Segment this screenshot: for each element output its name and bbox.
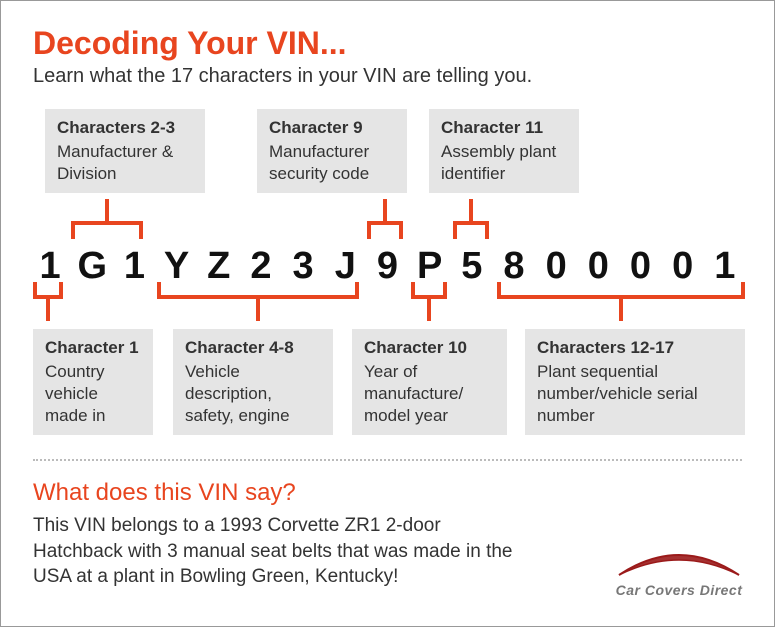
info-box-desc: Plant sequential number/vehicle serial n…: [537, 361, 733, 427]
vin-char-5: Z: [198, 245, 240, 288]
info-box-desc: Manufacturer security code: [269, 141, 395, 185]
info-box-title: Character 4-8: [185, 337, 321, 359]
info-box-desc: Year of manufacture/ model year: [364, 361, 495, 427]
info-box: Character 1Country vehicle made in: [33, 329, 153, 435]
page-subtitle: Learn what the 17 characters in your VIN…: [33, 65, 532, 88]
vin-char-10: P: [409, 245, 451, 288]
vin-char-17: 1: [704, 245, 746, 288]
vin-char-15: 0: [619, 245, 661, 288]
vin-char-8: J: [324, 245, 366, 288]
info-box-title: Character 11: [441, 117, 567, 139]
vin-char-6: 2: [240, 245, 282, 288]
page-title: Decoding Your VIN...: [33, 25, 347, 62]
info-box-title: Character 9: [269, 117, 395, 139]
info-box-desc: Assembly plant identifier: [441, 141, 567, 185]
vin-char-13: 0: [535, 245, 577, 288]
vin-char-7: 3: [282, 245, 324, 288]
info-box-title: Characters 2-3: [57, 117, 193, 139]
info-box-desc: Manufacturer & Division: [57, 141, 193, 185]
info-box: Character 11Assembly plant identifier: [429, 109, 579, 193]
logo-arc-icon: [614, 547, 744, 577]
info-box-title: Character 10: [364, 337, 495, 359]
info-box-desc: Country vehicle made in: [45, 361, 141, 427]
info-box: Character 4-8Vehicle description, safety…: [173, 329, 333, 435]
vin-char-3: 1: [113, 245, 155, 288]
vin-char-16: 0: [662, 245, 704, 288]
question-heading: What does this VIN say?: [33, 479, 296, 507]
info-box-desc: Vehicle description, safety, engine: [185, 361, 321, 427]
info-box: Characters 12-17Plant sequential number/…: [525, 329, 745, 435]
vin-char-1: 1: [29, 245, 71, 288]
divider: [33, 459, 742, 461]
vin-char-4: Y: [156, 245, 198, 288]
logo-text: Car Covers Direct: [614, 582, 744, 598]
vin-char-14: 0: [577, 245, 619, 288]
info-box: Character 9Manufacturer security code: [257, 109, 407, 193]
vin-char-9: 9: [366, 245, 408, 288]
brand-logo: Car Covers Direct: [614, 547, 744, 598]
info-box: Character 10Year of manufacture/ model y…: [352, 329, 507, 435]
info-box-title: Character 1: [45, 337, 141, 359]
vin-char-11: 5: [451, 245, 493, 288]
vin-char-2: G: [71, 245, 113, 288]
info-box-title: Characters 12-17: [537, 337, 733, 359]
info-box: Characters 2-3Manufacturer & Division: [45, 109, 205, 193]
vin-characters-row: 1G1YZ23J9P5800001: [29, 245, 746, 288]
answer-text: This VIN belongs to a 1993 Corvette ZR1 …: [33, 513, 523, 590]
vin-char-12: 8: [493, 245, 535, 288]
